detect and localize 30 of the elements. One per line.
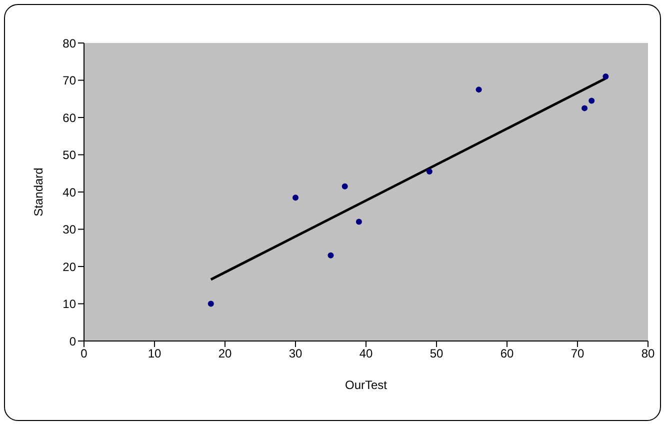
x-tick-label: 40 [359,346,373,361]
x-axis-title: OurTest [344,378,388,392]
point [426,168,432,175]
y-tick-label: 20 [62,260,76,274]
point [476,86,482,93]
y-tick-label: 0 [69,334,76,348]
x-tick-label: 0 [80,346,88,361]
y-tick-label: 50 [62,148,76,162]
point [208,300,214,307]
x-tick-label: 10 [148,346,162,361]
y-tick-label: 30 [62,222,76,237]
y-tick-label: 40 [62,185,76,200]
point [328,252,334,258]
point [356,218,362,225]
x-tick-label: 20 [218,346,232,361]
point [582,105,588,112]
x-tick-label: 30 [288,346,302,361]
y-axis-title: Standard [31,168,46,216]
point [342,183,348,190]
x-tick-label: 80 [641,346,655,361]
point [292,194,298,201]
x-tick-label: 70 [570,346,584,361]
point [602,74,609,80]
point [588,98,595,104]
y-tick-label: 80 [62,36,76,50]
x-tick-label: 50 [430,346,444,361]
y-tick-label: 70 [62,74,76,88]
y-tick-label: 10 [62,297,76,312]
y-tick-label: 60 [62,110,76,125]
x-tick-label: 60 [500,346,514,361]
